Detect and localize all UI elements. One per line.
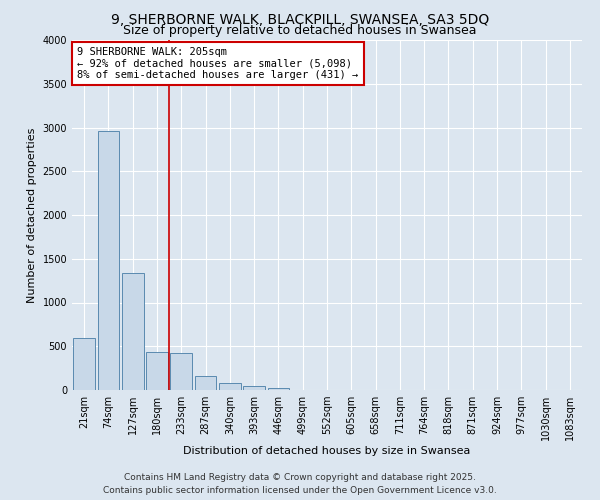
Bar xyxy=(97,131,119,390)
Bar xyxy=(146,352,168,390)
Bar xyxy=(73,338,95,390)
Bar xyxy=(219,384,241,390)
Bar xyxy=(170,353,192,390)
Text: 9, SHERBORNE WALK, BLACKPILL, SWANSEA, SA3 5DQ: 9, SHERBORNE WALK, BLACKPILL, SWANSEA, S… xyxy=(111,12,489,26)
Text: Size of property relative to detached houses in Swansea: Size of property relative to detached ho… xyxy=(123,24,477,37)
Text: Contains HM Land Registry data © Crown copyright and database right 2025.
Contai: Contains HM Land Registry data © Crown c… xyxy=(103,474,497,495)
Y-axis label: Number of detached properties: Number of detached properties xyxy=(27,128,37,302)
Bar xyxy=(268,388,289,390)
X-axis label: Distribution of detached houses by size in Swansea: Distribution of detached houses by size … xyxy=(184,446,470,456)
Bar xyxy=(122,273,143,390)
Bar xyxy=(243,386,265,390)
Bar xyxy=(194,376,217,390)
Text: 9 SHERBORNE WALK: 205sqm
← 92% of detached houses are smaller (5,098)
8% of semi: 9 SHERBORNE WALK: 205sqm ← 92% of detach… xyxy=(77,47,358,80)
